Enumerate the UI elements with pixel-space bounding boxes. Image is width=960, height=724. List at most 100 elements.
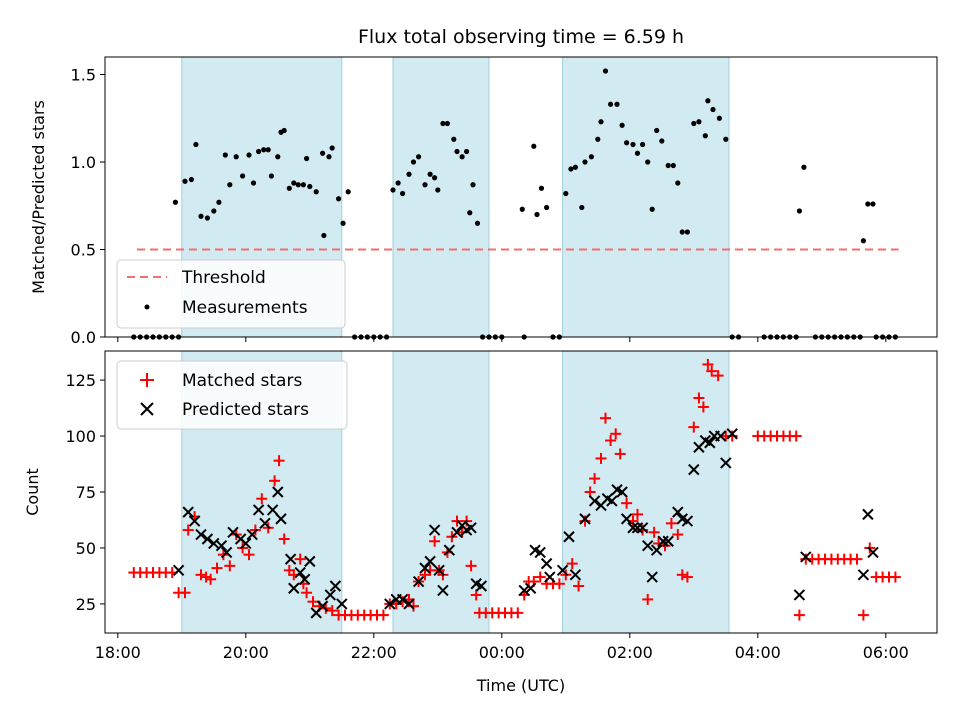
predicted-star-point — [172, 564, 185, 577]
predicted-star-point — [646, 571, 658, 583]
matched-star-point — [631, 508, 643, 520]
predicted-cross-b — [606, 495, 618, 507]
measurement-point — [665, 162, 671, 169]
predicted-star-point — [518, 584, 530, 597]
measurement-point — [696, 119, 702, 125]
predicted-star-point — [867, 546, 879, 559]
measurement-point — [630, 141, 636, 148]
measurement-point — [451, 136, 457, 142]
measurement-point — [250, 180, 257, 186]
predicted-cross-b — [681, 515, 694, 527]
x-tick-label: 20:00 — [223, 643, 269, 662]
measurement-point — [204, 215, 210, 221]
measurement-point — [563, 190, 569, 197]
predicted-cross-b — [857, 569, 870, 581]
predicted-cross-b — [601, 493, 614, 505]
bottom-y-tick-label: 75 — [76, 483, 96, 502]
predicted-cross-b — [428, 524, 441, 536]
predicted-star-point — [329, 580, 342, 592]
predicted-star-point — [240, 537, 252, 550]
matched-star-point — [793, 609, 805, 621]
predicted-cross-b — [324, 589, 336, 601]
predicted-cross-b — [563, 531, 575, 543]
predicted-star-point — [272, 486, 284, 498]
x-tick-label: 18:00 — [95, 643, 141, 662]
predicted-star-point — [606, 495, 618, 507]
matched-star-point — [697, 401, 709, 413]
matched-star-point — [377, 609, 389, 621]
predicted-star-point — [419, 562, 431, 574]
matched-star-point — [256, 493, 268, 505]
chart-title: Flux total observing time = 6.59 h — [358, 26, 684, 48]
matched-star-point — [589, 473, 601, 485]
matched-star-point — [273, 455, 285, 467]
matched-star-point — [889, 571, 901, 583]
predicted-cross-b — [272, 486, 284, 498]
predicted-cross-b — [662, 535, 674, 547]
measurement-point — [691, 120, 697, 127]
predicted-star-point — [650, 544, 663, 556]
measurement-point — [649, 206, 655, 212]
predicted-cross-b — [252, 504, 265, 516]
matched-star-point — [665, 517, 677, 529]
matched-star-point — [681, 571, 693, 583]
measurement-point — [619, 122, 625, 128]
top-y-tick-label: 1.0 — [71, 153, 96, 172]
matched-star-point — [614, 448, 626, 460]
measurement-point — [467, 210, 473, 216]
matched-star-point — [211, 562, 223, 574]
legend-predicted-swatch — [140, 402, 154, 416]
predicted-cross-b — [657, 535, 669, 547]
matched-star-point — [269, 475, 281, 487]
measurement-point — [579, 204, 585, 211]
predicted-cross-b — [266, 504, 279, 516]
predicted-cross-b — [403, 598, 415, 610]
measurement-point — [193, 141, 199, 148]
predicted-star-point — [259, 517, 271, 530]
measurement-point — [659, 138, 665, 144]
measurement-point — [336, 196, 342, 202]
predicted-cross-b — [676, 513, 688, 525]
measurement-point — [227, 182, 233, 188]
predicted-cross-b — [524, 582, 537, 594]
predicted-star-point — [246, 528, 258, 541]
predicted-star-point — [424, 555, 436, 568]
predicted-star-point — [800, 551, 812, 563]
measurement-point — [410, 159, 417, 165]
measurement-point — [440, 120, 446, 127]
measurement-point — [395, 180, 401, 186]
matched-star-point — [573, 580, 585, 592]
measurement-point — [345, 189, 351, 195]
measurement-point — [291, 180, 297, 186]
predicted-cross-b — [451, 526, 463, 538]
bottom-axis-ticks: 25 50 75 100 125 18:00 20:00 22:00 00:00 02:00 04:… — [65, 371, 908, 662]
matched-star-point — [326, 605, 338, 617]
measurement-point — [705, 98, 711, 104]
top-legend: Threshold Measurements — [116, 259, 346, 329]
measurement-point — [233, 154, 239, 160]
predicted-star-point — [704, 437, 716, 449]
predicted-star-point — [857, 569, 870, 581]
matched-star-point — [610, 428, 622, 440]
measurement-points — [131, 68, 899, 340]
predicted-points — [172, 428, 879, 619]
predicted-cross-b — [384, 598, 396, 610]
measurement-point — [304, 155, 310, 162]
predicted-cross-b — [627, 522, 639, 534]
measurement-point — [464, 148, 470, 155]
legend-threshold-label: Threshold — [181, 268, 266, 288]
matched-star-point — [512, 607, 524, 619]
predicted-cross-b — [611, 484, 623, 496]
matched-star-point — [407, 600, 419, 612]
predicted-star-point — [563, 531, 575, 543]
predicted-star-point — [451, 526, 463, 538]
predicted-cross-b — [188, 515, 201, 527]
measurement-point — [588, 154, 595, 160]
measurement-point — [261, 147, 267, 153]
measurement-point — [427, 171, 433, 177]
measurement-point — [459, 154, 465, 160]
predicted-star-point — [524, 582, 537, 594]
predicted-star-point — [266, 504, 279, 516]
measurement-point — [320, 150, 326, 156]
matched-star-point — [702, 358, 714, 370]
